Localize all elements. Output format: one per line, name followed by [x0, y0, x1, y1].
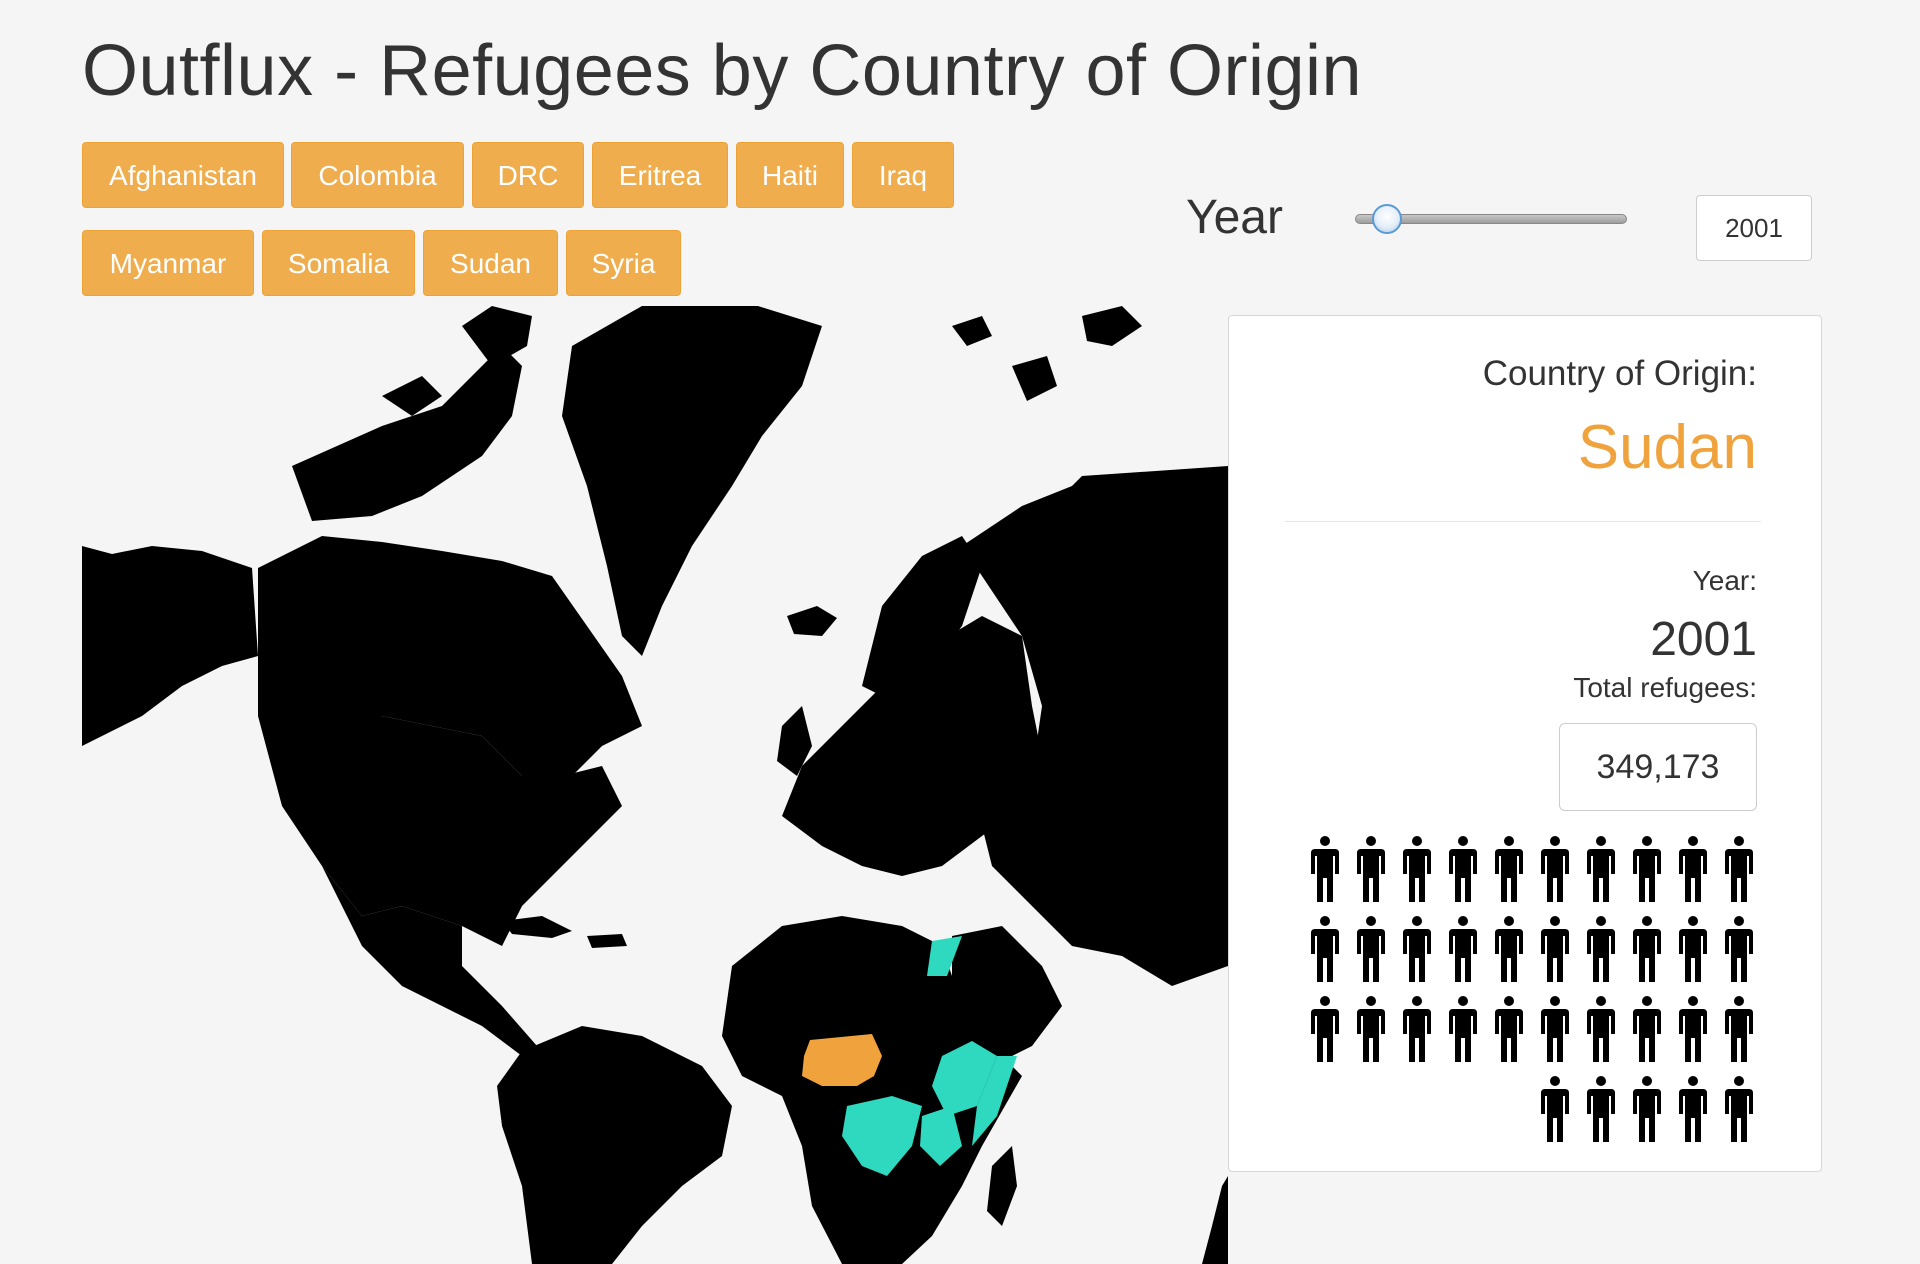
person-icon [1495, 996, 1523, 1062]
country-button-afghanistan[interactable]: Afghanistan [82, 142, 284, 208]
origin-country-name: Sudan [1577, 413, 1757, 482]
person-icon [1679, 1076, 1707, 1142]
panel-divider [1285, 521, 1761, 522]
person-icon [1357, 916, 1385, 982]
person-icon [1679, 916, 1707, 982]
land-masses [82, 306, 1228, 1264]
land-south-america [497, 1026, 732, 1264]
person-icon [1403, 836, 1431, 902]
person-icon [1495, 916, 1523, 982]
origin-label: Country of Origin: [1482, 354, 1757, 393]
person-icon [1357, 996, 1385, 1062]
person-icon [1449, 836, 1477, 902]
country-kenya [920, 1106, 962, 1166]
person-icon [1633, 996, 1661, 1062]
country-button-colombia[interactable]: Colombia [291, 142, 464, 208]
country-button-iraq[interactable]: Iraq [852, 142, 954, 208]
land-scandinavia [862, 536, 982, 706]
total-refugees-value: 349,173 [1559, 723, 1757, 811]
land-greenland [562, 306, 822, 656]
country-button-drc[interactable]: DRC [472, 142, 584, 208]
country-israel [927, 936, 962, 976]
total-refugees-label: Total refugees: [1573, 672, 1757, 703]
year-slider-track[interactable] [1355, 214, 1627, 224]
page-title: Outflux - Refugees by Country of Origin [82, 31, 1363, 111]
country-button-syria[interactable]: Syria [566, 230, 681, 296]
year-slider-handle[interactable] [1372, 204, 1402, 234]
person-icon [1541, 916, 1569, 982]
country-sudan-origin [802, 1034, 882, 1086]
land-africa [722, 916, 1022, 1264]
person-icon [1725, 996, 1753, 1062]
country-somalia [972, 1056, 1017, 1146]
land-iceland [787, 606, 837, 636]
person-icon [1403, 916, 1431, 982]
person-icon [1633, 1076, 1661, 1142]
person-icon [1495, 836, 1523, 902]
person-icon [1587, 1076, 1615, 1142]
person-icon [1541, 1076, 1569, 1142]
person-icon [1679, 836, 1707, 902]
land-madagascar [987, 1146, 1017, 1226]
country-button-eritrea[interactable]: Eritrea [592, 142, 728, 208]
person-icon [1311, 996, 1339, 1062]
person-icon [1357, 836, 1385, 902]
person-icon [1725, 916, 1753, 982]
country-button-sudan[interactable]: Sudan [423, 230, 558, 296]
person-icon [1541, 836, 1569, 902]
person-icon [1311, 916, 1339, 982]
person-icon [1541, 996, 1569, 1062]
person-icon [1449, 916, 1477, 982]
person-icon [1725, 1076, 1753, 1142]
land-usa [258, 716, 622, 946]
destination-countries [842, 936, 1017, 1176]
country-button-haiti[interactable]: Haiti [736, 142, 844, 208]
person-icon [1633, 916, 1661, 982]
person-icon [1449, 996, 1477, 1062]
person-icon [1403, 996, 1431, 1062]
refugee-icon-grid [1311, 836, 1753, 1142]
year-value: 2001 [1650, 613, 1757, 666]
person-icon [1679, 996, 1707, 1062]
person-icon [1587, 996, 1615, 1062]
year-caption: Year: [1692, 565, 1757, 596]
info-panel: Country of Origin: Sudan Year: 2001 Tota… [1228, 315, 1822, 1172]
land-asia [962, 466, 1228, 986]
year-label: Year [1186, 191, 1283, 244]
country-drc [842, 1096, 922, 1176]
person-icon [1311, 836, 1339, 902]
country-ethiopia [932, 1041, 997, 1116]
land-alaska [82, 546, 258, 746]
person-icon [1587, 916, 1615, 982]
world-map[interactable] [82, 306, 1228, 1264]
person-icon [1633, 836, 1661, 902]
land-europe [782, 616, 1042, 876]
person-icon [1587, 836, 1615, 902]
country-button-somalia[interactable]: Somalia [262, 230, 415, 296]
year-input[interactable] [1696, 195, 1812, 261]
person-icon [1725, 836, 1753, 902]
land-mexico [322, 866, 537, 1056]
country-button-myanmar[interactable]: Myanmar [82, 230, 254, 296]
land-arctic-islands [292, 346, 522, 521]
